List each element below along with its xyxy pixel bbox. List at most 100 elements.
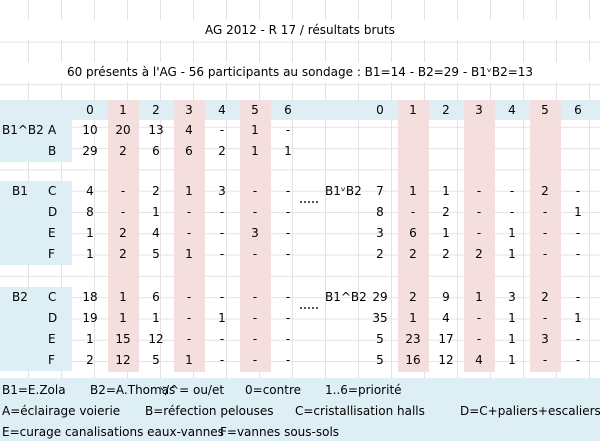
column-header: 1 [409, 103, 417, 117]
cell: 19 [82, 311, 98, 325]
separator [300, 307, 318, 309]
legend-item: B2=A.Thomas [90, 383, 176, 397]
highlight-column [464, 100, 495, 372]
legend-item: ᵛ/^= ou/et [160, 383, 225, 397]
cell: - [575, 226, 581, 240]
cell: 1 [409, 184, 417, 198]
cell: 2 [409, 247, 417, 261]
cell: 1 [152, 311, 160, 325]
cell: 1 [574, 311, 582, 325]
header-band [0, 100, 600, 120]
cell: - [120, 184, 126, 198]
row-label: D [48, 205, 58, 219]
cell: - [575, 247, 581, 261]
cell: - [186, 311, 192, 325]
cell: 1 [284, 144, 292, 158]
label-cell [0, 287, 72, 371]
cell: - [476, 332, 482, 346]
cell: 1 [218, 311, 226, 325]
cell: - [285, 332, 291, 346]
cell: 8 [86, 205, 94, 219]
column-header: 0 [376, 103, 384, 117]
legend-item: F=vannes sous-sols [220, 425, 340, 439]
legend-item: A=éclairage voierie [2, 404, 121, 418]
cell: - [285, 123, 291, 137]
cell: 6 [152, 144, 160, 158]
column-header: 0 [86, 103, 94, 117]
label-cell [0, 181, 72, 265]
legend-item: C=cristallisation halls [295, 404, 425, 418]
cell: 1 [508, 353, 516, 367]
cell: 1 [508, 332, 516, 346]
cell: 10 [82, 123, 98, 137]
cell: - [285, 353, 291, 367]
highlight-column [174, 100, 205, 372]
cell: 2 [119, 226, 127, 240]
cell: - [219, 290, 225, 304]
row-label: D [48, 311, 58, 325]
cell: 3 [541, 332, 549, 346]
cell: 1 [185, 247, 193, 261]
group-label: B1ᵛB2 [325, 184, 362, 198]
cell: 12 [438, 353, 454, 367]
cell: - [252, 311, 258, 325]
cell: 1 [86, 332, 94, 346]
column-header: 2 [152, 103, 160, 117]
cell: 4 [152, 226, 160, 240]
title: AG 2012 - R 17 / résultats bruts [0, 20, 600, 40]
column-header: 5 [251, 103, 259, 117]
cell: 29 [372, 290, 388, 304]
cell: 9 [442, 290, 450, 304]
column-header: 6 [284, 103, 292, 117]
cell: 2 [442, 247, 450, 261]
cell: - [186, 290, 192, 304]
cell: 20 [115, 123, 131, 137]
cell: - [476, 184, 482, 198]
cell: - [575, 332, 581, 346]
cell: - [542, 226, 548, 240]
column-header: 4 [218, 103, 226, 117]
cell: 12 [115, 353, 131, 367]
cell: 2 [152, 184, 160, 198]
cell: 1 [442, 184, 450, 198]
cell: 6 [152, 290, 160, 304]
cell: - [219, 205, 225, 219]
cell: - [285, 226, 291, 240]
cell: 1 [475, 290, 483, 304]
cell: 2 [442, 205, 450, 219]
cell: 3 [218, 184, 226, 198]
cell: 1 [185, 184, 193, 198]
cell: - [542, 205, 548, 219]
cell: 2 [119, 144, 127, 158]
cell: 1 [119, 290, 127, 304]
column-header: 5 [541, 103, 549, 117]
label-cell [0, 120, 72, 162]
cell: 1 [508, 311, 516, 325]
group-label: B1^B2 [325, 290, 367, 304]
cell: - [219, 353, 225, 367]
cell: 16 [405, 353, 421, 367]
group-label: B2 [12, 290, 28, 304]
cell: - [285, 184, 291, 198]
subtitle: 60 présents à l'AG - 56 participants au … [0, 62, 600, 82]
cell: - [186, 332, 192, 346]
cell: 1 [86, 226, 94, 240]
cell: - [219, 247, 225, 261]
row-label: F [48, 247, 55, 261]
cell: - [252, 353, 258, 367]
cell: 1 [86, 247, 94, 261]
group-label: B1^B2 [2, 123, 44, 137]
cell: 2 [218, 144, 226, 158]
cell: 7 [376, 184, 384, 198]
cell: - [285, 311, 291, 325]
cell: 2 [119, 247, 127, 261]
cell: 8 [376, 205, 384, 219]
cell: - [509, 184, 515, 198]
cell: 1 [152, 205, 160, 219]
cell: 5 [376, 353, 384, 367]
column-header: 2 [442, 103, 450, 117]
cell: 23 [405, 332, 421, 346]
group-label: B1 [12, 184, 28, 198]
cell: - [575, 353, 581, 367]
cell: 18 [82, 290, 98, 304]
